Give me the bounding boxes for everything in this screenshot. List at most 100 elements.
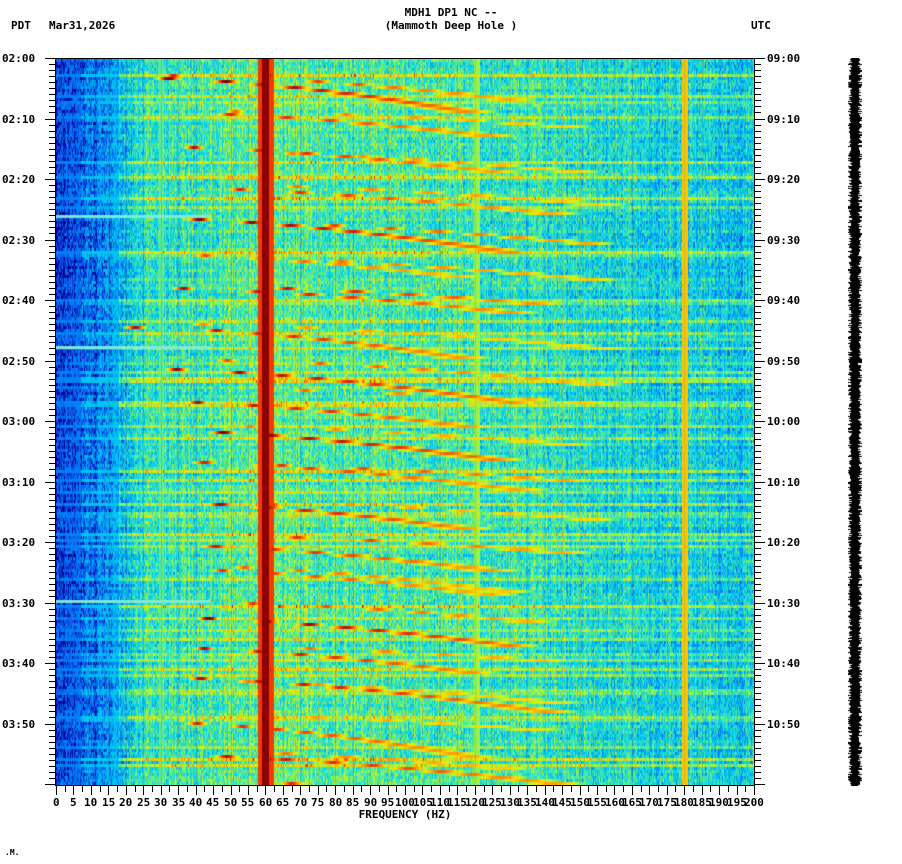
right-minor-tick <box>755 621 761 622</box>
right-minor-tick <box>755 512 761 513</box>
left-minor-tick <box>49 584 55 585</box>
right-time-label: 10:50 <box>767 718 801 731</box>
left-time-label: 03:30 <box>2 597 36 610</box>
left-minor-tick <box>49 106 55 107</box>
right-time-label: 09:10 <box>767 113 801 126</box>
right-major-tick <box>755 179 765 180</box>
freq-tick-label: 30 <box>154 796 168 809</box>
right-minor-tick <box>755 294 761 295</box>
right-time-label: 09:30 <box>767 234 801 247</box>
right-minor-tick <box>755 391 761 392</box>
freq-minor-tick <box>379 786 380 792</box>
freq-major-tick <box>614 786 615 795</box>
right-minor-tick <box>755 675 761 676</box>
right-minor-tick <box>755 705 761 706</box>
right-minor-tick <box>755 306 761 307</box>
freq-major-tick <box>353 786 354 795</box>
left-minor-tick <box>49 457 55 458</box>
left-minor-tick <box>49 693 55 694</box>
left-major-tick <box>45 724 55 725</box>
right-minor-tick <box>755 693 761 694</box>
freq-major-tick <box>475 786 476 795</box>
freq-major-tick <box>231 786 232 795</box>
left-minor-tick <box>49 500 55 501</box>
left-major-tick <box>45 119 55 120</box>
left-minor-tick <box>49 70 55 71</box>
right-time-label: 10:00 <box>767 415 801 428</box>
freq-major-tick <box>300 786 301 795</box>
freq-minor-tick <box>65 786 66 792</box>
left-minor-tick <box>49 748 55 749</box>
left-minor-tick <box>49 64 55 65</box>
page-title-line2: (Mammoth Deep Hole ) <box>384 19 518 32</box>
left-minor-tick <box>49 518 55 519</box>
spectrogram-canvas <box>56 59 754 785</box>
right-minor-tick <box>755 772 761 773</box>
freq-minor-tick <box>187 786 188 792</box>
left-minor-tick <box>49 742 55 743</box>
left-minor-tick <box>49 312 55 313</box>
left-minor-tick <box>49 705 55 706</box>
left-minor-tick <box>49 590 55 591</box>
right-minor-tick <box>755 669 761 670</box>
freq-tick-label: 145 <box>552 796 572 809</box>
left-time-label: 03:20 <box>2 536 36 549</box>
freq-major-tick <box>457 786 458 795</box>
left-minor-tick <box>49 336 55 337</box>
left-minor-tick <box>49 131 55 132</box>
left-minor-tick <box>49 633 55 634</box>
right-major-tick <box>755 784 765 785</box>
right-minor-tick <box>755 209 761 210</box>
right-minor-tick <box>755 488 761 489</box>
left-minor-tick <box>49 397 55 398</box>
freq-minor-tick <box>204 786 205 792</box>
right-minor-tick <box>755 161 761 162</box>
left-minor-tick <box>49 282 55 283</box>
left-minor-tick <box>49 657 55 658</box>
left-time-label: 02:10 <box>2 113 36 126</box>
freq-tick-label: 10 <box>84 796 98 809</box>
freq-tick-label: 130 <box>500 796 520 809</box>
left-minor-tick <box>49 252 55 253</box>
left-minor-tick <box>49 754 55 755</box>
freq-tick-label: 195 <box>727 796 747 809</box>
left-minor-tick <box>49 760 55 761</box>
right-minor-tick <box>755 615 761 616</box>
left-minor-tick <box>49 270 55 271</box>
left-minor-tick <box>49 669 55 670</box>
freq-minor-tick <box>728 786 729 792</box>
freq-tick-label: 60 <box>259 796 273 809</box>
freq-minor-tick <box>222 786 223 792</box>
left-minor-tick <box>49 627 55 628</box>
freq-minor-tick <box>135 786 136 792</box>
left-time-label: 02:30 <box>2 234 36 247</box>
freq-minor-tick <box>344 786 345 792</box>
left-minor-tick <box>49 294 55 295</box>
freq-minor-tick <box>571 786 572 792</box>
freq-tick-label: 95 <box>381 796 395 809</box>
left-minor-tick <box>49 494 55 495</box>
left-minor-tick <box>49 185 55 186</box>
right-time-label: 09:40 <box>767 294 801 307</box>
left-minor-tick <box>49 736 55 737</box>
right-minor-tick <box>755 354 761 355</box>
right-minor-tick <box>755 506 761 507</box>
freq-minor-tick <box>257 786 258 792</box>
right-minor-tick <box>755 167 761 168</box>
freq-major-tick <box>684 786 685 795</box>
left-minor-tick <box>49 639 55 640</box>
right-minor-tick <box>755 633 761 634</box>
left-minor-tick <box>49 197 55 198</box>
left-minor-tick <box>49 615 55 616</box>
right-minor-tick <box>755 125 761 126</box>
left-minor-tick <box>49 772 55 773</box>
right-minor-tick <box>755 252 761 253</box>
left-time-label: 03:00 <box>2 415 36 428</box>
freq-major-tick <box>632 786 633 795</box>
amplitude-trace <box>848 58 862 786</box>
freq-tick-label: 90 <box>364 796 378 809</box>
freq-tick-label: 100 <box>395 796 415 809</box>
left-minor-tick <box>49 367 55 368</box>
left-minor-tick <box>49 488 55 489</box>
right-minor-tick <box>755 590 761 591</box>
